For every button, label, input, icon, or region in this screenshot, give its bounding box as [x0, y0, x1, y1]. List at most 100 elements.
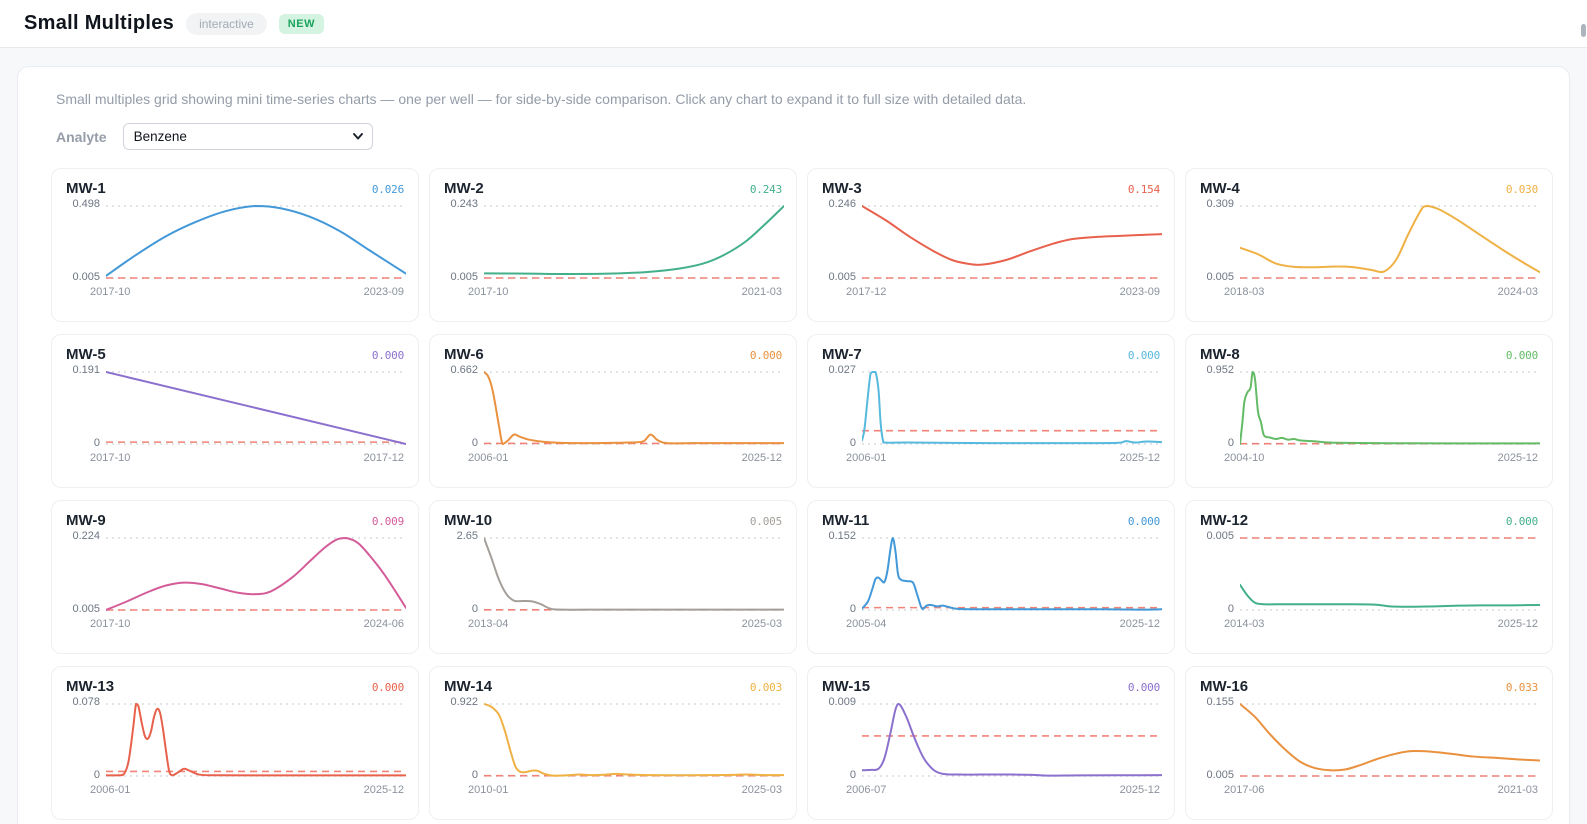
interactive-badge: interactive: [186, 12, 267, 35]
x-end-label: 2024-03: [1497, 286, 1538, 298]
well-card[interactable]: MW-4 0.030 0.309 0.005 2018-03 2024-03: [1185, 168, 1553, 322]
well-title: MW-5: [66, 346, 106, 363]
y-max-label: 0.498: [72, 198, 100, 210]
well-chart-area: 0.027 0: [820, 364, 1162, 450]
well-card-header: MW-13 0.000: [64, 678, 406, 695]
well-latest-value: 0.000: [749, 349, 782, 362]
well-card[interactable]: MW-2 0.243 0.243 0.005 2017-10 2021-03: [429, 168, 797, 322]
well-card[interactable]: MW-14 0.003 0.922 0 2010-01 2025-03: [429, 666, 797, 820]
y-max-label: 0.309: [1206, 198, 1234, 210]
x-end-label: 2025-03: [741, 784, 782, 796]
well-chart-area: 0.952 0: [1198, 364, 1540, 450]
well-card[interactable]: MW-5 0.000 0.191 0 2017-10 2017-12: [51, 334, 419, 488]
sparkline-chart: [862, 366, 1162, 450]
well-title: MW-2: [444, 180, 484, 197]
well-latest-value: 0.000: [371, 349, 404, 362]
sparkline-chart: [1240, 532, 1540, 616]
top-bar: Small Multiples interactive NEW: [0, 0, 1587, 48]
x-axis-labels: 2017-10 2017-12: [90, 452, 406, 464]
y-min-label: 0: [93, 437, 100, 449]
sparkline-chart: [862, 532, 1162, 616]
x-end-label: 2025-03: [741, 618, 782, 630]
well-card[interactable]: MW-3 0.154 0.246 0.005 2017-12 2023-09: [807, 168, 1175, 322]
x-axis-labels: 2017-10 2021-03: [468, 286, 784, 298]
well-card-header: MW-11 0.000: [820, 512, 1162, 529]
y-axis-labels: 0.498 0.005: [64, 198, 106, 284]
sparkline-chart: [106, 698, 406, 782]
series-line: [484, 704, 784, 776]
y-axis-labels: 0.246 0.005: [820, 199, 862, 284]
y-axis-labels: 0.952 0: [1198, 364, 1240, 450]
series-line: [1240, 704, 1540, 770]
well-chart-area: 0.005 0: [1198, 531, 1540, 616]
well-chart-area: 0.498 0.005: [64, 198, 406, 284]
well-title: MW-11: [822, 512, 870, 529]
series-line: [484, 206, 784, 274]
well-chart-area: 0.191 0: [64, 364, 406, 450]
well-title: MW-6: [444, 346, 484, 363]
x-axis-labels: 2017-10 2024-06: [90, 618, 406, 630]
scrollbar-thumb[interactable]: [1581, 24, 1586, 37]
y-min-label: 0.005: [72, 603, 100, 615]
x-start-label: 2013-04: [468, 618, 509, 630]
x-end-label: 2025-12: [1497, 618, 1538, 630]
series-line: [106, 372, 406, 444]
well-card[interactable]: MW-12 0.000 0.005 0 2014-03 2025-12: [1185, 500, 1553, 654]
well-latest-value: 0.000: [1127, 681, 1160, 694]
y-min-label: 0: [93, 769, 100, 781]
x-end-label: 2025-12: [741, 452, 782, 464]
well-card[interactable]: MW-6 0.000 0.662 0 2006-01 2025-12: [429, 334, 797, 488]
main-card: Small multiples grid showing mini time-s…: [17, 66, 1570, 824]
x-axis-labels: 2018-03 2024-03: [1224, 286, 1540, 298]
x-start-label: 2014-03: [1224, 618, 1265, 630]
sparkline-chart: [862, 698, 1162, 782]
series-line: [862, 704, 1162, 776]
well-chart-area: 2.65 0: [442, 531, 784, 616]
x-axis-labels: 2006-01 2025-12: [90, 784, 406, 796]
x-start-label: 2017-10: [90, 286, 131, 298]
well-title: MW-3: [822, 180, 862, 197]
y-max-label: 0.009: [828, 696, 856, 708]
y-max-label: 0.952: [1206, 364, 1234, 376]
sparkline-chart: [106, 366, 406, 450]
series-line: [484, 538, 784, 610]
y-min-label: 0: [849, 437, 856, 449]
well-card[interactable]: MW-7 0.000 0.027 0 2006-01 2025-12: [807, 334, 1175, 488]
x-start-label: 2017-10: [468, 286, 509, 298]
well-card[interactable]: MW-10 0.005 2.65 0 2013-04 2025-03: [429, 500, 797, 654]
well-card[interactable]: MW-15 0.000 0.009 0 2006-07 2025-12: [807, 666, 1175, 820]
x-end-label: 2025-12: [1119, 618, 1160, 630]
well-card[interactable]: MW-9 0.009 0.224 0.005 2017-10 2024-06: [51, 500, 419, 654]
y-max-label: 0.191: [72, 364, 100, 376]
x-start-label: 2006-01: [846, 452, 887, 464]
y-max-label: 0.027: [828, 364, 856, 376]
well-card[interactable]: MW-13 0.000 0.078 0 2006-01 2025-12: [51, 666, 419, 820]
well-latest-value: 0.154: [1127, 183, 1160, 196]
well-card[interactable]: MW-16 0.033 0.155 0.005 2017-06 2021-03: [1185, 666, 1553, 820]
y-max-label: 0.224: [72, 530, 100, 542]
well-title: MW-8: [1200, 346, 1240, 363]
y-max-label: 0.152: [828, 530, 856, 542]
sparkline-chart: [862, 200, 1162, 284]
new-badge: NEW: [278, 13, 324, 34]
sparkline-chart: [484, 698, 784, 782]
x-start-label: 2006-01: [90, 784, 131, 796]
well-card[interactable]: MW-11 0.000 0.152 0 2005-04 2025-12: [807, 500, 1175, 654]
well-title: MW-7: [822, 346, 862, 363]
well-card[interactable]: MW-8 0.000 0.952 0 2004-10 2025-12: [1185, 334, 1553, 488]
well-latest-value: 0.033: [1505, 681, 1538, 694]
well-title: MW-9: [66, 512, 106, 529]
x-start-label: 2010-01: [468, 784, 509, 796]
x-start-label: 2006-01: [468, 452, 509, 464]
analyte-label: Analyte: [56, 128, 107, 145]
x-start-label: 2017-06: [1224, 784, 1265, 796]
y-min-label: 0: [471, 603, 478, 615]
y-min-label: 0: [471, 437, 478, 449]
analyte-select[interactable]: Benzene: [122, 123, 373, 150]
well-card[interactable]: MW-1 0.026 0.498 0.005 2017-10 2023-09: [51, 168, 419, 322]
well-card-header: MW-12 0.000: [1198, 512, 1540, 529]
x-start-label: 2017-10: [90, 452, 131, 464]
series-line: [484, 372, 784, 444]
y-axis-labels: 0.009 0: [820, 696, 862, 782]
x-axis-labels: 2014-03 2025-12: [1224, 618, 1540, 630]
